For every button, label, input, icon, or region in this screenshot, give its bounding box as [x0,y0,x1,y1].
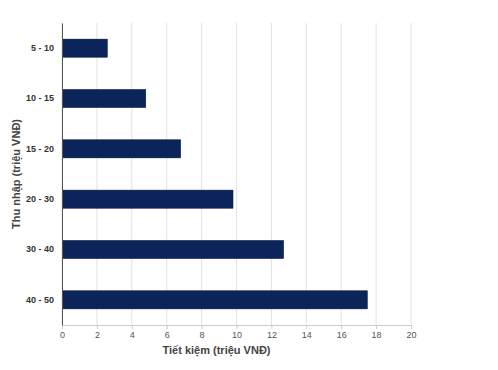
y-tick-label: 5 - 10 [31,43,54,53]
x-tick-label: 16 [337,330,347,340]
x-tick: 6 [165,325,170,340]
x-tick-label: 6 [165,330,170,340]
y-tick: 5 - 10 [31,43,54,53]
bar [62,89,146,107]
grid-line [411,23,412,325]
x-tick-mark [167,325,168,329]
x-tick-label: 14 [302,330,312,340]
x-tick-mark [411,325,412,329]
x-tick-mark [202,325,203,329]
y-tick: 20 - 30 [26,194,54,204]
y-tick-label: 30 - 40 [26,244,54,254]
x-tick: 4 [130,325,135,340]
x-tick-label: 8 [200,330,205,340]
x-axis: 0 2 4 6 8 10 12 14 16 18 20 [60,325,417,340]
x-tick: 8 [200,325,205,340]
grid [62,23,411,325]
grid-line [62,23,63,325]
x-tick: 12 [267,325,277,340]
x-tick: 18 [372,325,382,340]
grid-line [96,23,97,325]
grid-line [236,23,237,325]
x-tick-label: 18 [372,330,382,340]
x-tick: 0 [60,325,65,340]
x-tick-mark [62,325,63,329]
y-axis-line [62,24,63,326]
x-tick-label: 20 [406,330,416,340]
grid-line [341,23,342,325]
grid-line [166,23,167,325]
bars [62,39,367,309]
x-tick-mark [271,325,272,329]
x-tick-label: 0 [60,330,65,340]
x-tick-mark [306,325,307,329]
bar [62,190,233,208]
x-tick-mark [341,325,342,329]
plot: 0 2 4 6 8 10 12 14 16 18 20 5 - 10 10 - 15 15 - 20 20 … [26,23,417,340]
y-tick: 40 - 50 [26,295,54,305]
y-tick-label: 40 - 50 [26,295,54,305]
x-tick-label: 10 [232,330,242,340]
bar [62,291,367,309]
x-tick-mark [376,325,377,329]
bar [62,140,181,158]
x-tick: 20 [406,325,416,340]
grid-line [201,23,202,325]
x-tick-mark [97,325,98,329]
x-tick: 10 [232,325,242,340]
x-tick: 16 [337,325,347,340]
y-tick: 30 - 40 [26,244,54,254]
x-tick-label: 4 [130,330,135,340]
x-tick-mark [132,325,133,329]
x-tick: 14 [302,325,312,340]
y-tick-label: 10 - 15 [26,93,54,103]
bar [62,39,107,57]
y-tick-label: 20 - 30 [26,194,54,204]
y-tick-label: 15 - 20 [26,144,54,154]
y-tick: 15 - 20 [26,144,54,154]
y-axis: 5 - 10 10 - 15 15 - 20 20 - 30 30 - 40 40 - 5… [26,24,63,326]
x-axis-title: Tiết kiệm (triệu VNĐ) [163,344,271,357]
x-tick: 2 [95,325,100,340]
grid-line [131,23,132,325]
y-tick: 10 - 15 [26,93,54,103]
x-tick-label: 12 [267,330,277,340]
x-tick-mark [237,325,238,329]
grid-line [376,23,377,325]
chart: 0 2 4 6 8 10 12 14 16 18 20 5 - 10 10 - 15 15 - 20 20 … [0,0,498,370]
y-axis-title: Thu nhập (triệu VNĐ) [10,119,23,229]
bar [62,240,284,258]
grid-line [306,23,307,325]
grid-line [271,23,272,325]
x-tick-label: 2 [95,330,100,340]
